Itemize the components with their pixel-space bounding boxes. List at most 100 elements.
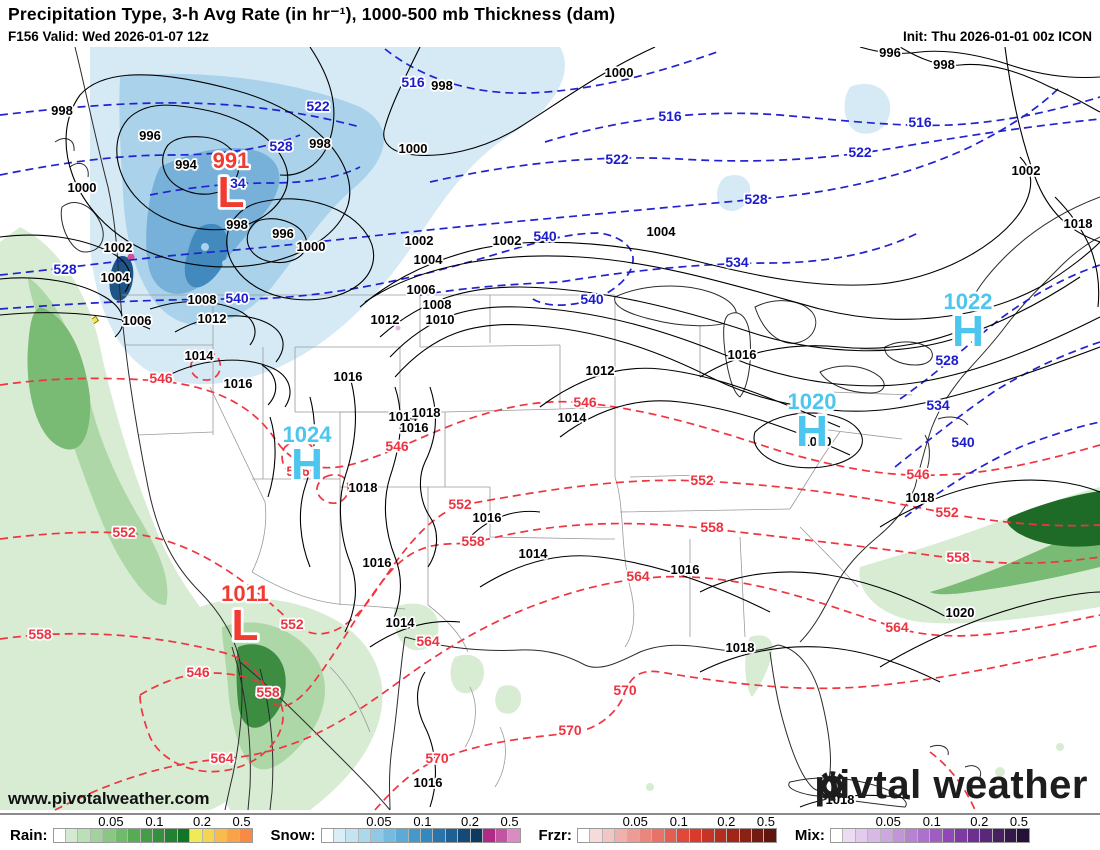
legend-swatch bbox=[1017, 829, 1029, 842]
legend: Rain: 0.05 0.1 0.2 0.5 Snow: 0.05 0.1 0.2 0.5 Frzr… bbox=[0, 813, 1100, 845]
weather-map-canvas: 9989969949989961000998998100099699810001… bbox=[0, 47, 1100, 811]
legend-swatch bbox=[140, 829, 153, 842]
legend-scale-rain: 0.05 0.1 0.2 0.5 bbox=[52, 814, 253, 843]
pressure-center-value: 1022 bbox=[944, 289, 993, 314]
isobar-label: 1004 bbox=[101, 270, 131, 285]
thickness-label-blue: 522 bbox=[306, 98, 330, 114]
isobar-label: 996 bbox=[879, 47, 901, 60]
isobar-label: 996 bbox=[139, 128, 161, 143]
legend-swatch bbox=[90, 829, 104, 842]
legend-tick: 0.05 bbox=[366, 814, 392, 829]
thickness-label-blue: 534 bbox=[725, 254, 749, 270]
isobar-label: 1018 bbox=[726, 640, 755, 655]
legend-swatch bbox=[830, 829, 844, 842]
isobar-label: 1018 bbox=[412, 405, 441, 420]
isobar-label: 1000 bbox=[399, 141, 428, 156]
pressure-center-value: 1024 bbox=[283, 422, 333, 447]
isobar-label: 1014 bbox=[519, 546, 549, 561]
pressure-center-value: 1011 bbox=[221, 581, 269, 606]
thickness-label-red: 552 bbox=[690, 472, 714, 488]
legend-swatch bbox=[664, 829, 678, 842]
legend-swatch bbox=[627, 829, 641, 842]
isobar-label: 1014 bbox=[185, 348, 215, 363]
legend-scale-mix: 0.05 0.1 0.2 0.5 bbox=[829, 814, 1030, 843]
isobar-label: 998 bbox=[51, 103, 73, 118]
isobar-label: 1012 bbox=[371, 312, 400, 327]
isobar-label: 1000 bbox=[68, 180, 97, 195]
legend-swatch bbox=[880, 829, 894, 842]
legend-swatch bbox=[677, 829, 690, 842]
thickness-label-blue: 540 bbox=[533, 228, 557, 244]
legend-swatch bbox=[727, 829, 740, 842]
thickness-label-red: 546 bbox=[385, 438, 409, 454]
legend-tick: 0.05 bbox=[98, 814, 124, 829]
isobar-contours bbox=[0, 47, 1100, 808]
isobar-label: 1014 bbox=[386, 615, 416, 630]
isobar-label: 1014 bbox=[389, 409, 419, 424]
isobar-label: 1016 bbox=[671, 562, 700, 577]
legend-label-mix: Mix: bbox=[794, 827, 825, 844]
thickness-label-blue: 534 bbox=[222, 175, 246, 191]
legend-swatch bbox=[980, 829, 993, 842]
legend-swatch bbox=[333, 829, 347, 842]
legend-swatch bbox=[577, 829, 591, 842]
thickness-label-red: 564 bbox=[416, 633, 440, 649]
legend-swatch bbox=[930, 829, 943, 842]
isobar-label: 1016 bbox=[728, 347, 757, 362]
weather-map[interactable]: 998 996 994 998 996 1000 998 998 1000 996 998 1000 1… bbox=[0, 47, 1100, 813]
pressure-center-letter: H bbox=[952, 307, 984, 356]
isobar-label: 1012 bbox=[198, 311, 227, 326]
legend-swatch bbox=[739, 829, 752, 842]
legend-swatch bbox=[495, 829, 509, 842]
isobar-label: 998 bbox=[226, 217, 248, 232]
isobar-label: 1014 bbox=[558, 410, 588, 425]
isobar-label: 1004 bbox=[647, 224, 677, 239]
legend-swatch bbox=[458, 829, 471, 842]
legend-tick: 0.5 bbox=[232, 814, 251, 829]
legend-tick: 0.1 bbox=[413, 814, 432, 829]
thickness-label-red: 552 bbox=[935, 504, 959, 520]
isobar-label: 1018 bbox=[349, 480, 378, 495]
thickness-label-red: 546 bbox=[906, 466, 930, 482]
legend-swatch bbox=[868, 829, 881, 842]
thickness-label-red: 558 bbox=[28, 626, 52, 642]
isobar-label: 1018 bbox=[1064, 216, 1093, 231]
legend-tick: 0.5 bbox=[1009, 814, 1028, 829]
legend-swatch bbox=[917, 829, 931, 842]
thickness-label-blue: 522 bbox=[605, 151, 629, 167]
isobar-label: 1012 bbox=[586, 363, 615, 378]
legend-swatch bbox=[227, 829, 241, 842]
legend-tick: 0.1 bbox=[145, 814, 164, 829]
pressure-center-value: 1020 bbox=[788, 389, 837, 414]
legend-group-mix: Mix: 0.05 0.1 0.2 0.5 bbox=[794, 814, 1030, 844]
legend-swatch bbox=[396, 829, 409, 842]
legend-swatch bbox=[53, 829, 66, 842]
legend-swatch bbox=[240, 829, 252, 842]
legend-swatch bbox=[702, 829, 715, 842]
legend-swatch bbox=[764, 829, 776, 842]
thickness-label-red: 564 bbox=[626, 568, 650, 584]
isobar-label: 1000 bbox=[605, 65, 634, 80]
legend-group-rain: Rain: 0.05 0.1 0.2 0.5 bbox=[10, 814, 253, 844]
thickness-label-blue: 516 bbox=[658, 108, 682, 124]
legend-swatch bbox=[202, 829, 216, 842]
legend-group-snow: Snow: 0.05 0.1 0.2 0.5 bbox=[271, 814, 521, 843]
legend-swatch bbox=[843, 829, 856, 842]
thickness-label-red: 570 bbox=[558, 722, 582, 738]
legend-swatch bbox=[942, 829, 956, 842]
legend-swatch bbox=[78, 829, 91, 842]
legend-swatch bbox=[346, 829, 359, 842]
legend-scale-frzr: 0.05 0.1 0.2 0.5 bbox=[576, 814, 777, 843]
thickness-label-red: 546 bbox=[186, 664, 210, 680]
thickness-label-red: 558 bbox=[256, 684, 280, 700]
isobar-label: 1004 bbox=[414, 252, 444, 267]
legend-swatch bbox=[321, 829, 334, 842]
isobar-label: 998 bbox=[309, 136, 331, 151]
legend-swatch bbox=[508, 829, 520, 842]
header: Precipitation Type, 3-h Avg Rate (in hr⁻… bbox=[0, 0, 1100, 47]
legend-label-rain: Rain: bbox=[10, 827, 48, 844]
isobar-label: 1016 bbox=[334, 369, 363, 384]
thickness-label-blue: 540 bbox=[580, 291, 604, 307]
legend-tick: 0.1 bbox=[669, 814, 688, 829]
thickness-label-red: 570 bbox=[425, 750, 449, 766]
